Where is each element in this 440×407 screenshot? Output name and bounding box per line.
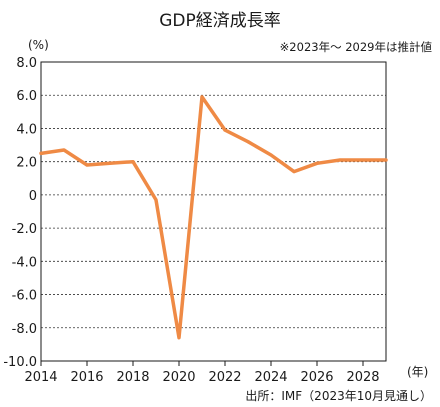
y-tick-label: -2.0 [12, 222, 37, 237]
x-tick-label: 2022 [208, 370, 241, 385]
data-point [384, 158, 388, 162]
data-point [315, 161, 319, 165]
data-point [223, 128, 227, 132]
gdp-growth-line [39, 95, 388, 340]
x-tick-label: 2020 [162, 370, 195, 385]
y-tick-label: 2.0 [16, 156, 37, 171]
x-tick-label: 2028 [346, 370, 379, 385]
estimate-note: ※2023年～ 2029年は推計値 [280, 40, 433, 54]
x-tick-label: 2026 [300, 370, 333, 385]
y-tick-label: 6.0 [16, 89, 37, 104]
data-point [39, 151, 43, 155]
data-point [269, 153, 273, 157]
source-note: 出所：IMF（2023年10月見通し） [245, 389, 432, 403]
x-tick-label: 2018 [116, 370, 149, 385]
chart-title: GDP経済成長率 [159, 11, 281, 31]
data-point [108, 161, 112, 165]
data-point [62, 148, 66, 152]
y-tick-label: -8.0 [12, 322, 37, 337]
y-tick-label: -4.0 [12, 255, 37, 270]
data-point [85, 163, 89, 167]
x-axis-ticks: 2014 2016 2018 2020 2022 2024 2026 2028 [24, 361, 380, 385]
grid-lines [41, 94, 386, 329]
data-point [131, 160, 135, 164]
data-point [200, 95, 204, 99]
y-tick-label: 4.0 [16, 122, 37, 137]
y-tick-label: -10.0 [3, 355, 37, 370]
data-point [177, 336, 181, 340]
y-tick-label: 0 [29, 189, 37, 204]
y-tick-label: 8.0 [16, 56, 37, 71]
x-axis-label: (年) [407, 365, 428, 379]
data-point [154, 198, 158, 202]
y-axis-ticks: 8.0 6.0 4.0 2.0 0 -2.0 -4.0 -6.0 -8.0 -10.0 [3, 56, 37, 370]
data-point [292, 170, 296, 174]
y-axis-label: (%) [28, 38, 49, 52]
data-point [338, 158, 342, 162]
data-point [246, 140, 250, 144]
x-tick-label: 2016 [70, 370, 103, 385]
y-tick-label: -6.0 [12, 289, 37, 304]
x-tick-label: 2024 [254, 370, 287, 385]
series-layer [39, 95, 388, 340]
data-point [361, 158, 365, 162]
x-tick-label: 2014 [24, 370, 57, 385]
plot-frame [40, 61, 387, 362]
